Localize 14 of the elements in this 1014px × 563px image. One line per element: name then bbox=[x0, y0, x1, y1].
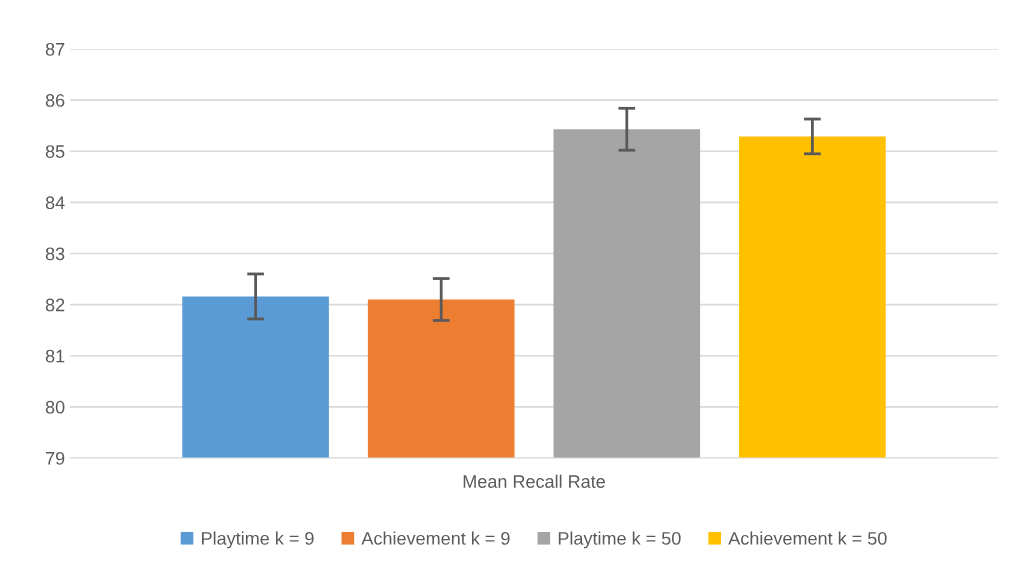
y-tick-label: 79 bbox=[45, 451, 65, 465]
legend-label: Achievement k = 9 bbox=[361, 531, 510, 545]
y-tick-label: 87 bbox=[45, 42, 65, 56]
y-tick-label: 80 bbox=[45, 400, 65, 414]
legend-label: Playtime k = 9 bbox=[202, 531, 314, 549]
legend-label: Playtime k = 50 bbox=[558, 531, 681, 549]
y-tick-label: 85 bbox=[45, 145, 65, 158]
legend-label: Achievement k = 50 bbox=[728, 531, 887, 545]
y-tick-label: 84 bbox=[45, 196, 65, 210]
x-tick-label: Mean Recall Rate bbox=[463, 474, 605, 488]
y-tick-label: 83 bbox=[45, 247, 65, 261]
y-tick-label: 82 bbox=[45, 298, 65, 312]
y-tick-label: 86 bbox=[45, 94, 65, 107]
y-tick-label: 81 bbox=[45, 349, 65, 363]
